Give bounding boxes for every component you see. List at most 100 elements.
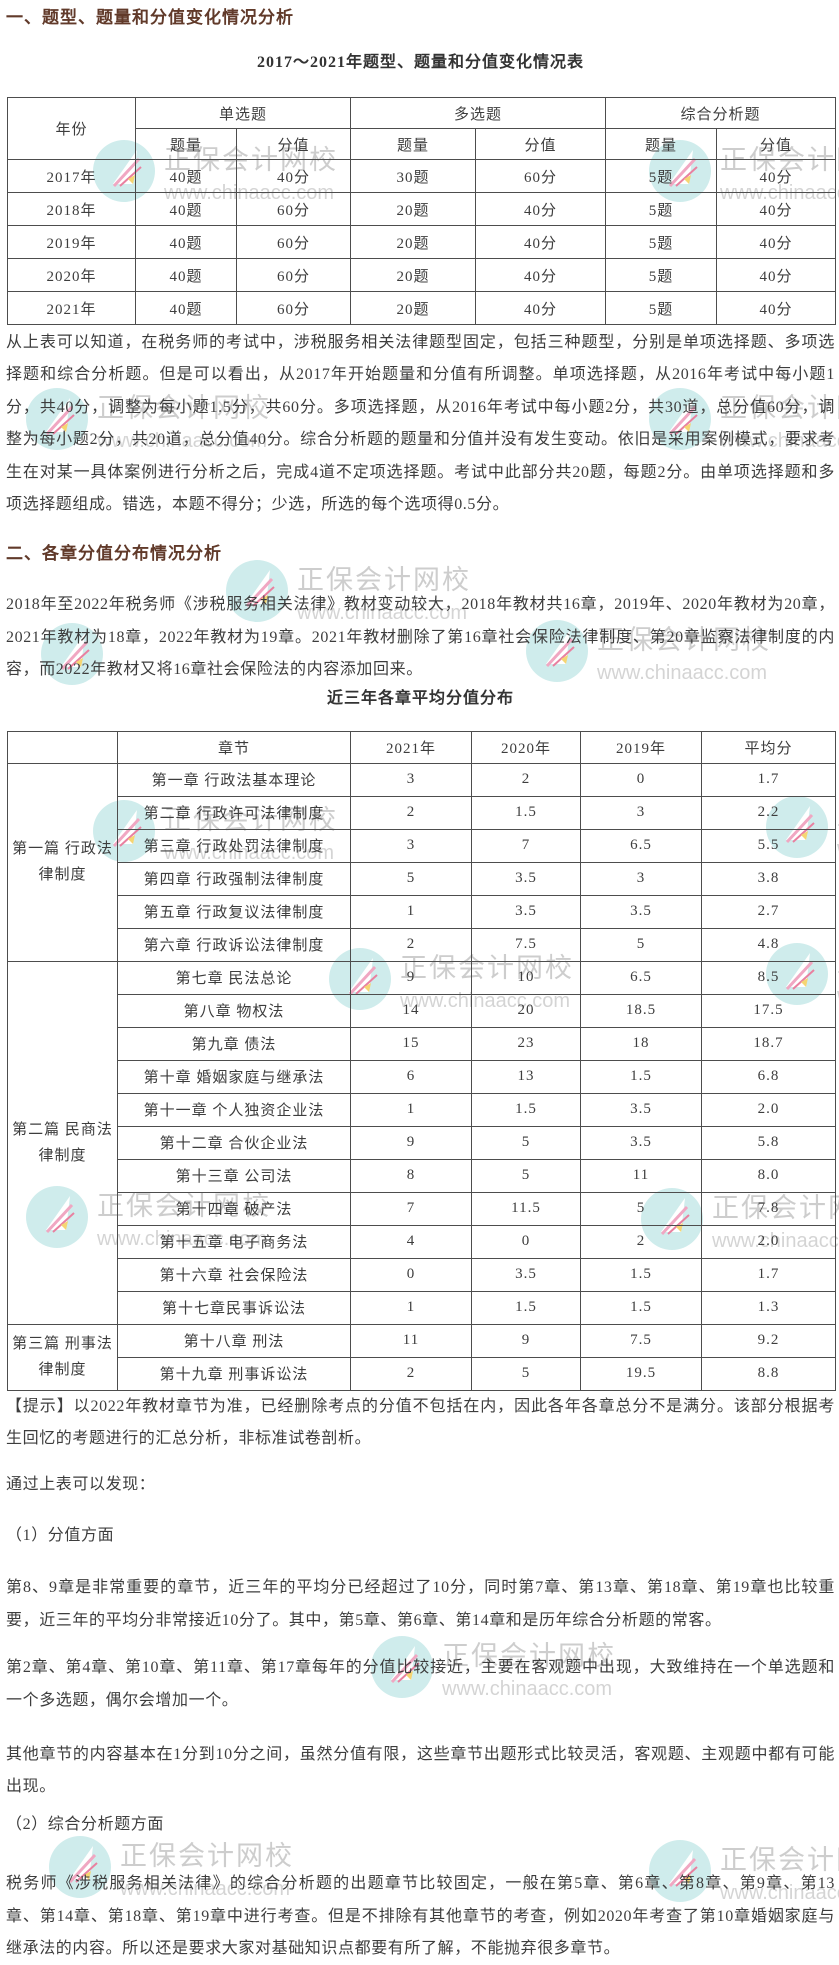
table-row: 第九章 债法 15 23 18 18.7 [8,1026,836,1061]
watermark: 正保会计网校 www.chinaacc.com [525,619,771,683]
table-row: 第十三章 公司法 8 5 11 8.0 [8,1158,836,1193]
score-cell: 6.8 [701,1059,836,1094]
chinaacc-logo-icon [226,560,288,622]
group-label-cell: 第一篇 行政法律制度 [7,762,118,962]
tip-paragraph: 【提示】以2022年教材章节为准，已经删除考点的分值不包括在内，因此各年各章总分… [6,1397,835,1448]
watermark: 正保会计网校 www.chinaacc.com [648,387,839,451]
score-cell: 9 [471,1323,581,1358]
table-row: 第六章 行政诉讼法律制度 2 7.5 5 4.8 [8,927,836,962]
group-header-cell: 综合分析题 [605,97,837,129]
score-cell: 1.5 [580,1257,702,1292]
score-cell: 2.0 [701,1092,836,1127]
table-row: 2019年 40题 60分 20题 40分 5题 40分 [7,225,837,259]
chapter-cell: 第十三章 公司法 [117,1158,351,1193]
section1-paragraph: 从上表可以知道，在税务师的考试中，涉税服务相关法律题型固定，包括三种题型，分别是… [6,334,835,514]
sub-header-cell: 分值 [235,128,352,160]
watermark: 正保会计网校 www.chinaacc.com [225,559,471,623]
watermark-brand: 正保会计网校 [97,393,271,423]
chapter-cell: 第十一章 个人独资企业法 [117,1092,351,1127]
score-cell: 2 [350,1356,472,1391]
table-row: 第八章 物权法 14 20 18.5 17.5 [8,993,836,1028]
table-cell: 5题 [605,192,718,226]
question-type-change-table: 年份 单选题 多选题 综合分析题 题量 分值 题量 分值 题量 分值 2017年 40题 40分 30题 6… [7,97,837,325]
chinaacc-logo-icon [49,1836,111,1898]
chinaacc-logo-icon [649,388,711,450]
score-cell: 5 [580,927,702,962]
score-cell: 1.3 [701,1290,836,1325]
chapter-cell: 第十九章 刑事诉讼法 [117,1356,351,1391]
table-row: 第十一章 个人独资企业法 1 1.5 3.5 2.0 [8,1092,836,1127]
sub-header-cell: 题量 [350,128,477,160]
table-cell: 2019年 [7,225,136,259]
score-cell: 2 [350,795,472,830]
header-cell: 2020年 [471,730,581,764]
score-cell: 10 [471,960,581,995]
chapter-cell: 第十五章 电子商务法 [117,1224,351,1259]
score-cell: 7.5 [580,1323,702,1358]
score-cell: 18.5 [580,993,702,1028]
table-cell: 40分 [716,192,837,226]
chapter-cell: 第六章 行政诉讼法律制度 [117,927,351,962]
score-cell: 1 [350,1092,472,1127]
score-cell: 3.5 [580,1125,702,1160]
watermark-brand: 正保会计网校 [837,803,839,830]
table-cell: 40分 [235,159,352,193]
table-cell: 20题 [350,258,477,292]
score-cell: 5 [471,1356,581,1391]
score-cell: 9 [350,1125,472,1160]
table-cell: 60分 [235,192,352,226]
score-cell: 4 [350,1224,472,1259]
score-cell: 7 [471,828,581,863]
table-row: 第三篇 刑事法律制度 第十八章 刑法 11 9 7.5 9.2 [7,1323,836,1391]
score-cell: 5.8 [701,1125,836,1160]
table-row: 第十四章 破产法 7 11.5 5 7.8 [8,1191,836,1226]
header-cell: 2021年 [350,730,472,764]
chapter-cell: 第十七章民事诉讼法 [117,1290,351,1325]
score-cell: 2 [580,1224,702,1259]
score-cell: 8.8 [701,1356,836,1391]
score-cell: 14 [350,993,472,1028]
table-cell: 40分 [716,258,837,292]
watermark-url: www.chinaacc.com [837,986,839,1006]
sub-header-cell: 题量 [605,128,718,160]
table-row: 第十五章 电子商务法 4 0 2 2.0 [8,1224,836,1259]
table-row: 第十章 婚姻家庭与继承法 6 13 1.5 6.8 [8,1059,836,1094]
table-row: 第一篇 行政法律制度 第一章 行政法基本理论 3 2 0 1.7 [7,762,836,962]
watermark-url: www.chinaacc.com [837,839,839,859]
watermark-url: www.chinaacc.com [120,1878,291,1900]
score-cell: 2 [350,927,472,962]
score-cell: 11 [580,1158,702,1193]
score-cell: 8.0 [701,1158,836,1193]
watermark [40,622,104,686]
year-header-cell: 年份 [7,97,136,160]
watermark-url: www.chinaacc.com [297,602,468,624]
group-header-cell: 单选题 [134,97,352,129]
table-row: 第十九章 刑事诉讼法 2 5 19.5 8.8 [8,1356,836,1391]
section2-heading: 二、各章分值分布情况分析 [6,544,222,564]
chapter-cell: 第九章 债法 [117,1026,351,1061]
score-cell: 6.5 [580,828,702,863]
score-cell: 5 [350,861,472,896]
score-cell: 1.5 [471,795,581,830]
chapter-cell: 第十二章 合伙企业法 [117,1125,351,1160]
watermark-brand: 正保会计网校 [442,1641,616,1671]
group-header-cell: 多选题 [350,97,607,129]
table-row: 第五章 行政复议法律制度 1 3.5 3.5 2.7 [8,894,836,929]
textbook-change-paragraph: 2018年至2022年税务师《涉税服务相关法律》教材变动较大，2018年教材共1… [6,596,835,679]
group-label-cell: 第二篇 民商法律制度 [7,960,118,1325]
score-cell: 15 [350,1026,472,1061]
watermark: 正保会计网校 www.chinaacc.com [25,387,271,451]
chinaacc-logo-icon [26,388,88,450]
header-cell: 章节 [117,730,351,764]
table-cell: 40分 [716,291,837,325]
table-cell: 5题 [605,225,718,259]
chapter-average-score-table: 章节 2021年 2020年 2019年 平均分 第一篇 行政法律制度 第一章 行政法基本理… [7,730,836,1391]
watermark-text: 正保会计网校 www.chinaacc.com [720,387,839,452]
sub-header-cell: 题量 [135,128,237,160]
watermark-url: www.chinaacc.com [97,430,268,452]
score-cell: 2 [471,762,581,797]
watermark-text: 正保会计网校 www.chinaacc.com [297,559,471,624]
sub2-paragraph-1: 税务师《涉税服务相关法律》的综合分析题的出题章节比较固定，一般在第5章、第6章、… [6,1875,835,1957]
table1-title: 2017～2021年题型、题量和分值变化情况表 [256,54,584,71]
score-cell: 4.8 [701,927,836,962]
